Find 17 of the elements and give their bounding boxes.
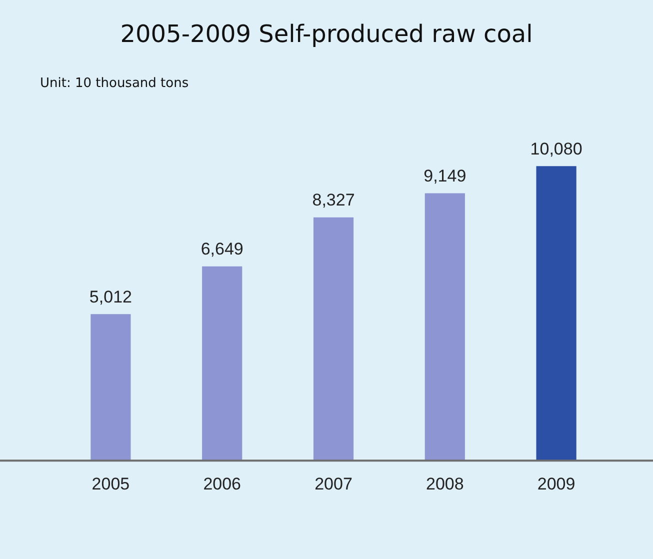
data-label: 9,149: [424, 166, 466, 186]
data-label: 6,649: [200, 240, 244, 259]
bar: [424, 193, 465, 461]
data-label: 5,012: [89, 287, 132, 306]
bar: [536, 166, 576, 461]
text: Unit: 10 thousand tons: [40, 76, 189, 91]
bar: [90, 314, 131, 461]
x-tick-label: 2009: [537, 474, 576, 494]
bar: [202, 266, 242, 461]
data-label: 10,080: [530, 139, 582, 158]
x-tick-label: 2006: [203, 474, 242, 494]
x-tick-label: 2005: [92, 474, 130, 494]
bar: [313, 217, 354, 461]
x-tick-label: 2007: [314, 474, 352, 494]
chart-title: 2005-2009 Self-produced raw coal: [119, 20, 534, 48]
x-tick-label: 2008: [426, 474, 464, 494]
data-label: 8,327: [312, 190, 355, 210]
